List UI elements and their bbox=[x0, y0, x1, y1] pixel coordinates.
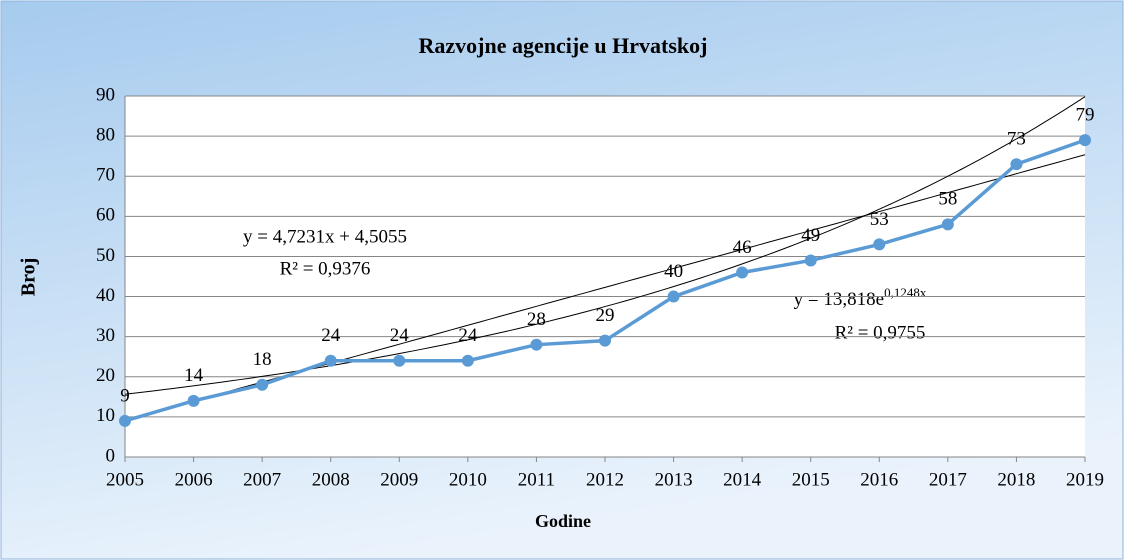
trendline bbox=[124, 96, 1086, 395]
data-point bbox=[1079, 134, 1091, 147]
y-tick-label: 60 bbox=[96, 205, 115, 226]
data-label: 24 bbox=[390, 325, 410, 346]
x-tick-label: 2017 bbox=[929, 469, 967, 490]
x-tick-label: 2006 bbox=[175, 469, 213, 490]
data-label: 58 bbox=[938, 189, 957, 210]
y-tick-label: 30 bbox=[96, 325, 115, 346]
data-label: 24 bbox=[458, 325, 478, 346]
data-label: 40 bbox=[664, 261, 683, 282]
data-label: 9 bbox=[120, 385, 130, 406]
y-tick-label: 80 bbox=[96, 124, 115, 145]
data-label: 24 bbox=[321, 325, 341, 346]
y-axis-label: Broj bbox=[18, 258, 40, 297]
x-tick-label: 2012 bbox=[586, 469, 624, 490]
data-label: 53 bbox=[870, 209, 889, 230]
data-label: 14 bbox=[184, 365, 204, 386]
data-label: 73 bbox=[1007, 129, 1026, 150]
chart-title: Razvojne agencije u Hrvatskoj bbox=[418, 33, 707, 58]
y-tick-label: 10 bbox=[96, 405, 115, 426]
data-point bbox=[324, 354, 337, 367]
data-point bbox=[667, 290, 680, 303]
data-point bbox=[804, 254, 817, 267]
data-point bbox=[873, 238, 886, 251]
data-point bbox=[736, 266, 749, 279]
y-tick-label: 40 bbox=[96, 285, 115, 306]
data-point bbox=[1010, 158, 1023, 171]
equation-base: y = 13,818e bbox=[794, 289, 884, 310]
data-label: 46 bbox=[733, 237, 752, 258]
data-point bbox=[941, 218, 954, 231]
y-tick-label: 0 bbox=[106, 445, 116, 466]
data-point bbox=[461, 354, 474, 367]
data-point bbox=[393, 354, 406, 367]
data-label: 29 bbox=[596, 305, 615, 326]
data-point bbox=[256, 378, 269, 391]
y-tick-label: 50 bbox=[96, 245, 115, 266]
x-tick-label: 2016 bbox=[860, 469, 898, 490]
x-tick-label: 2005 bbox=[106, 469, 144, 490]
x-tick-label: 2013 bbox=[655, 469, 693, 490]
x-tick-label: 2015 bbox=[792, 469, 830, 490]
plot-area bbox=[125, 96, 1085, 457]
x-tick-label: 2019 bbox=[1066, 469, 1104, 490]
data-label: 79 bbox=[1076, 104, 1095, 125]
x-tick-label: 2011 bbox=[518, 469, 555, 490]
data-label: 28 bbox=[527, 309, 546, 330]
y-tick-label: 90 bbox=[96, 84, 115, 105]
y-tick-label: 70 bbox=[96, 165, 115, 186]
x-tick-label: 2009 bbox=[380, 469, 418, 490]
x-tick-label: 2008 bbox=[312, 469, 350, 490]
data-label: 18 bbox=[253, 349, 272, 370]
x-tick-label: 2014 bbox=[723, 469, 762, 490]
data-point bbox=[119, 414, 131, 427]
data-point bbox=[599, 334, 611, 347]
trendline-r2: R² = 0,9376 bbox=[280, 258, 371, 279]
y-tick-label: 20 bbox=[96, 365, 115, 386]
trendline-equation: y = 4,7231x + 4,5055 bbox=[243, 226, 407, 247]
equation-exponent: 0,1248x bbox=[884, 285, 927, 300]
x-tick-label: 2018 bbox=[997, 469, 1035, 490]
data-point bbox=[187, 394, 200, 407]
trendline-r2: R² = 0,9755 bbox=[835, 322, 926, 343]
x-tick-label: 2007 bbox=[243, 469, 281, 490]
x-axis-label: Godine bbox=[535, 511, 591, 531]
data-label: 49 bbox=[801, 225, 820, 246]
x-tick-label: 2010 bbox=[449, 469, 487, 490]
data-point bbox=[530, 338, 543, 351]
